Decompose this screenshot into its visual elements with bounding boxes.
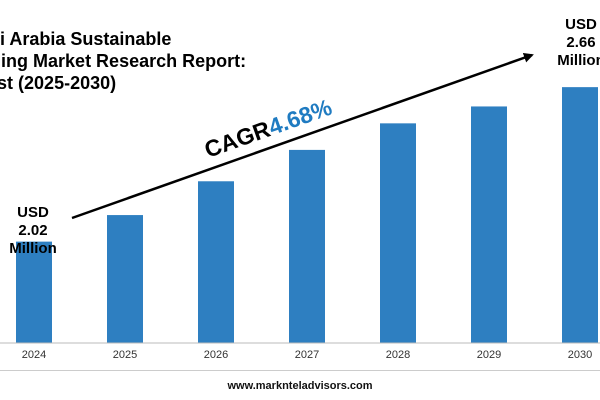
cagr-trend-arrow xyxy=(71,52,534,220)
x-tick-2025: 2025 xyxy=(113,349,137,361)
bars-group xyxy=(16,87,598,344)
x-tick-2024: 2024 xyxy=(22,349,46,361)
start-label-currency: USD xyxy=(17,204,49,221)
end-label-amount: 2.66 xyxy=(566,34,596,51)
cagr-label: CAGR xyxy=(201,115,274,162)
bar-2024 xyxy=(16,241,52,343)
footer-divider xyxy=(0,370,600,371)
title-line-2-rest: Market Research Report: xyxy=(28,51,247,71)
x-tick-2028: 2028 xyxy=(386,349,410,361)
title-line-1: udi Arabia Sustainable xyxy=(0,29,172,49)
title-line-2-bold: ckaging xyxy=(0,51,29,71)
title-line-2: ckaging Market Research Report: xyxy=(0,50,300,72)
x-tick-2026: 2026 xyxy=(204,349,228,361)
bar-2029 xyxy=(471,106,507,343)
end-label-currency: USD xyxy=(565,16,597,33)
start-label-unit: Million xyxy=(9,240,57,257)
x-tick-2030: 2030 xyxy=(568,349,592,361)
bar-2026 xyxy=(198,181,234,343)
x-tick-labels: 2024 2025 2026 2027 2028 2029 2030 xyxy=(22,349,592,361)
x-tick-2027: 2027 xyxy=(295,349,319,361)
bar-2027 xyxy=(289,149,325,343)
bar-2025 xyxy=(107,215,143,343)
title-line-3: recast (2025-2030) xyxy=(0,73,117,93)
bar-2028 xyxy=(380,123,416,344)
bar-2030 xyxy=(562,87,598,343)
start-label-amount: 2.02 xyxy=(18,222,48,239)
chart-title: udi Arabia Sustainable ckaging Market Re… xyxy=(0,28,300,94)
end-label-unit: Million xyxy=(557,52,600,69)
x-tick-2029: 2029 xyxy=(477,349,501,361)
footer-url: www.marknteladvisors.com xyxy=(227,380,373,392)
start-value-label: USD 2.02 Million xyxy=(4,204,62,258)
end-value-label: USD 2.66 Million xyxy=(552,16,600,70)
cagr-value: 4.68% xyxy=(265,94,335,140)
